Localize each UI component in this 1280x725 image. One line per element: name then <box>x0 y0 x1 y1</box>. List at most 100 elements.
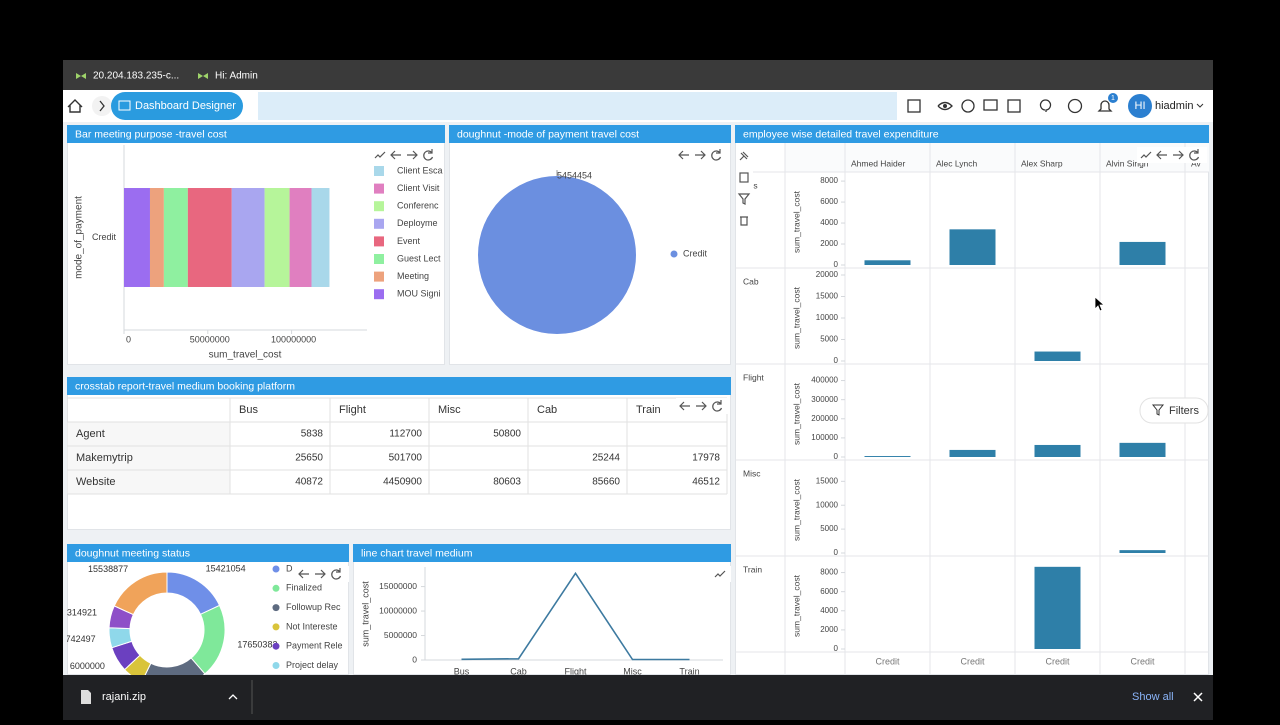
legend-dot[interactable] <box>272 642 280 650</box>
close-downloads[interactable] <box>1193 692 1203 702</box>
legend-label[interactable]: D <box>286 563 293 573</box>
download-file[interactable]: rajani.zip <box>102 691 146 703</box>
refresh-icon[interactable] <box>1189 149 1200 161</box>
pin-icon[interactable] <box>739 151 749 161</box>
next-icon[interactable] <box>696 401 707 411</box>
bar[interactable] <box>949 229 996 265</box>
bar[interactable] <box>1034 351 1081 361</box>
user-name[interactable]: hiadmin <box>1155 100 1194 112</box>
legend-swatch[interactable] <box>374 166 384 176</box>
legend-swatch[interactable] <box>374 271 384 282</box>
bar[interactable] <box>1119 442 1166 457</box>
legend-dot[interactable] <box>272 623 280 631</box>
legend-label[interactable]: Project delay <box>286 660 339 670</box>
legend-label[interactable]: Conferenc <box>397 201 439 211</box>
legend-dot[interactable] <box>272 584 280 592</box>
legend-label[interactable]: Payment Rele <box>286 641 343 651</box>
download-menu[interactable] <box>228 694 238 700</box>
filters-label[interactable]: Filters <box>1169 405 1199 417</box>
prev-icon[interactable] <box>298 569 309 579</box>
doughnut-slice[interactable] <box>113 571 168 616</box>
legend-swatch[interactable] <box>374 183 384 194</box>
present-icon[interactable] <box>983 99 998 111</box>
bar[interactable] <box>1119 550 1166 553</box>
legend-swatch[interactable] <box>374 201 384 212</box>
tab-title[interactable]: 20.204.183.235-c... <box>93 71 179 82</box>
legend-swatch[interactable] <box>374 236 384 247</box>
view-icon[interactable] <box>937 101 953 111</box>
table-cell: 4450900 <box>383 477 422 488</box>
y-tick-label: 6000 <box>820 587 838 596</box>
trend-icon[interactable] <box>374 151 386 159</box>
prev-icon[interactable] <box>1156 150 1167 160</box>
refresh-icon[interactable] <box>711 149 722 161</box>
filter-icon[interactable] <box>737 193 751 205</box>
legend-swatch[interactable] <box>374 289 384 300</box>
trend-icon[interactable] <box>714 570 726 578</box>
breadcrumb-pill[interactable] <box>111 92 243 120</box>
avatar[interactable] <box>1128 94 1152 118</box>
bar[interactable] <box>949 449 996 457</box>
help-icon[interactable] <box>1067 98 1083 114</box>
row-label: Flight <box>743 372 764 382</box>
doughnut-slice[interactable] <box>142 657 206 688</box>
legend-dot[interactable] <box>670 250 678 258</box>
filters-button[interactable] <box>1139 397 1209 424</box>
legend-label[interactable]: Not Intereste <box>286 621 338 631</box>
legend-dot[interactable] <box>272 604 280 612</box>
legend-label[interactable]: Credit <box>683 248 708 258</box>
refresh-icon[interactable] <box>712 400 723 412</box>
line-series <box>461 571 690 661</box>
chart-type-icon[interactable] <box>739 172 749 183</box>
legend-dot[interactable] <box>272 662 280 669</box>
table-cell: 501700 <box>389 453 423 464</box>
prev-icon[interactable] <box>390 150 401 160</box>
idea-icon[interactable] <box>1039 99 1052 112</box>
next-icon[interactable] <box>407 150 418 160</box>
legend-swatch[interactable] <box>374 254 384 264</box>
delete-icon[interactable] <box>740 216 748 226</box>
bar[interactable] <box>864 260 911 265</box>
bar[interactable] <box>1034 444 1081 457</box>
legend-label[interactable]: Deployme <box>397 218 438 228</box>
refresh-icon[interactable] <box>961 99 975 113</box>
save-icon[interactable] <box>907 99 921 113</box>
x-tick-label: 50000000 <box>190 334 230 344</box>
x-tick-label: 0 <box>126 334 131 344</box>
chevron <box>99 100 105 112</box>
x-tick-label: Train <box>679 666 699 676</box>
legend-dot[interactable] <box>272 565 280 573</box>
legend-label[interactable]: Followup Rec <box>286 602 341 612</box>
layout-icon[interactable] <box>1007 99 1021 113</box>
show-all[interactable]: Show all <box>1132 691 1174 703</box>
prev-icon[interactable] <box>678 150 689 160</box>
breadcrumb[interactable]: Dashboard Designer <box>135 100 236 112</box>
column-header: Alvin Singh <box>1106 158 1149 168</box>
refresh-icon[interactable] <box>423 149 434 161</box>
legend-swatch[interactable] <box>374 218 384 229</box>
bell-icon[interactable] <box>1097 100 1113 112</box>
legend-label[interactable]: Meeting <box>397 271 429 281</box>
tab-title[interactable]: Hi: Admin <box>215 71 258 82</box>
refresh-icon[interactable] <box>331 568 342 580</box>
column-header: Misc <box>438 404 461 416</box>
panel: doughnut meeting status 15421054 17650383 1… <box>67 544 349 688</box>
bar[interactable] <box>1119 241 1166 265</box>
legend-label[interactable]: Client Esca <box>397 165 443 175</box>
user-chevron <box>1196 103 1204 108</box>
pie-slice[interactable] <box>478 176 636 334</box>
next-icon[interactable] <box>695 150 706 160</box>
next-icon[interactable] <box>1173 150 1184 160</box>
legend-label[interactable]: MOU Signi <box>397 289 441 299</box>
legend-label[interactable]: Client Visit <box>397 183 440 193</box>
legend-label[interactable]: Guest Lect <box>397 253 441 263</box>
bar[interactable] <box>864 456 911 457</box>
home-icon[interactable] <box>67 99 83 113</box>
next-icon[interactable] <box>315 569 326 579</box>
view-icon-dot <box>943 104 947 108</box>
bar[interactable] <box>1034 566 1081 649</box>
prev-icon[interactable] <box>679 401 690 411</box>
trend-icon[interactable] <box>1140 151 1152 159</box>
legend-label[interactable]: Finalized <box>286 583 322 593</box>
legend-label[interactable]: Event <box>397 236 421 246</box>
